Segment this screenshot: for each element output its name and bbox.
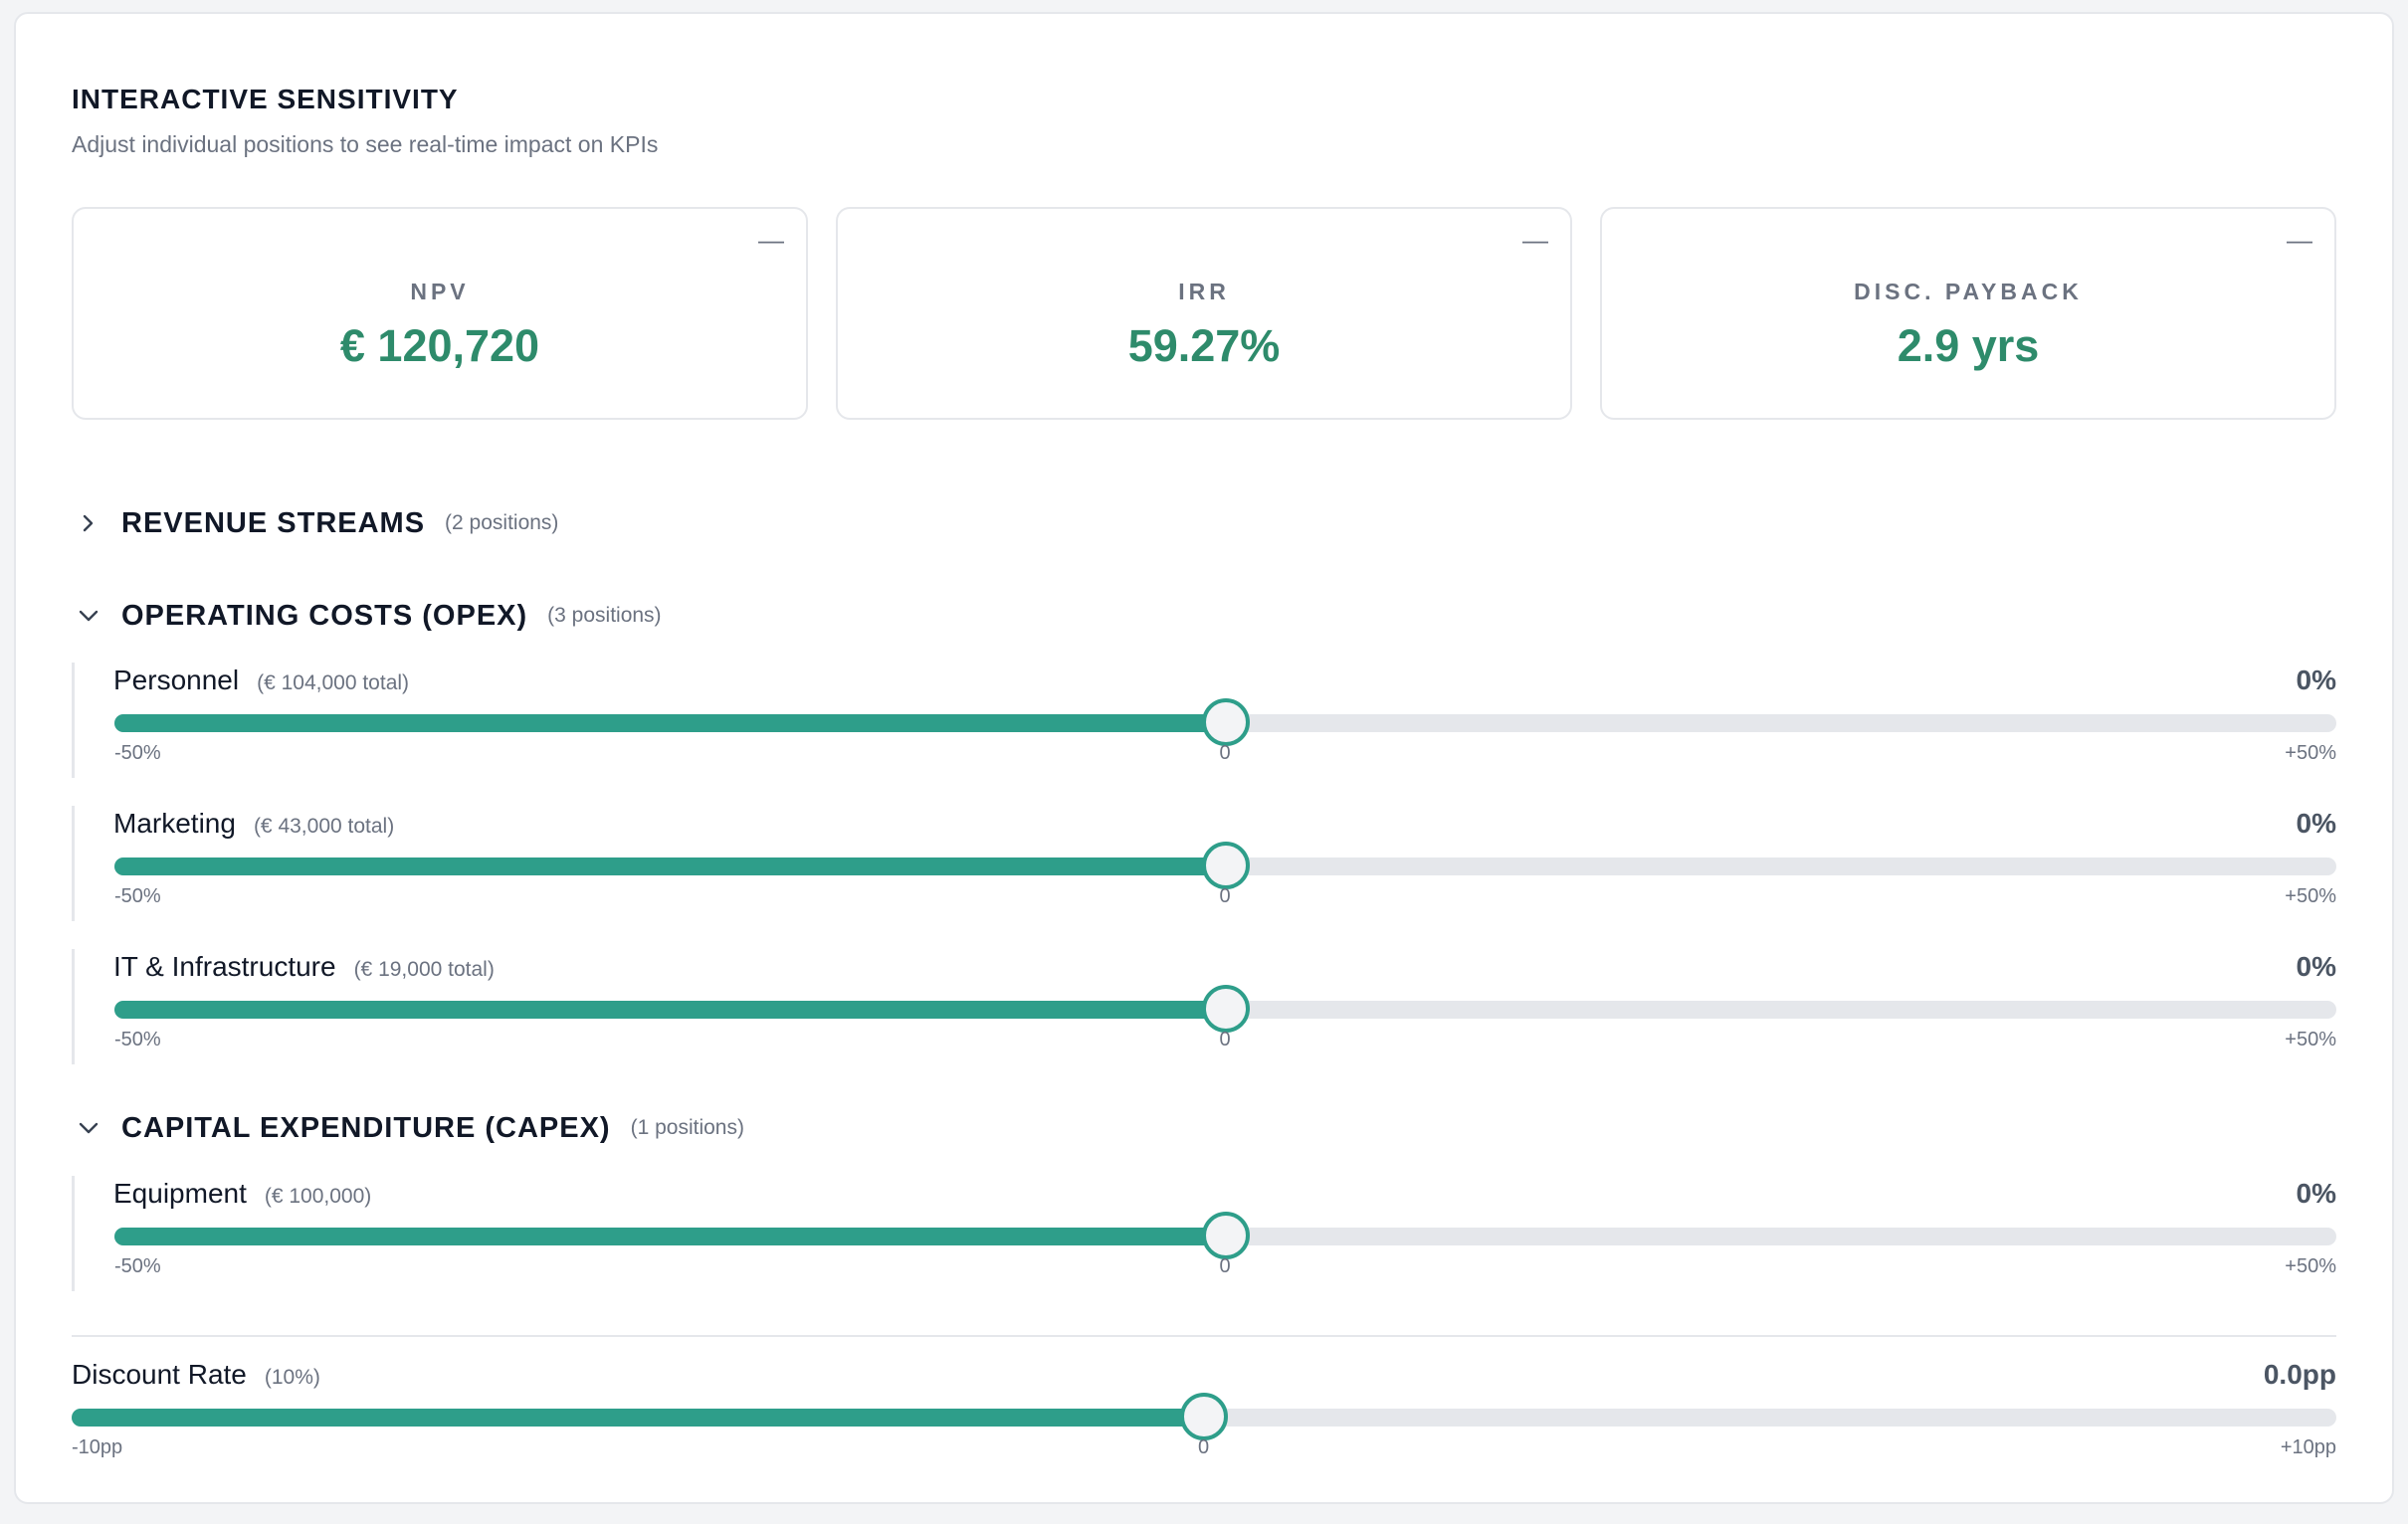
section-count: (3 positions) bbox=[547, 604, 662, 627]
slider-max-label: +50% bbox=[2285, 1029, 2336, 1050]
position-name: Marketing bbox=[113, 808, 236, 839]
chevron-down-icon bbox=[72, 596, 111, 636]
chevron-down-icon bbox=[72, 1108, 111, 1148]
kpi-card-payback: — DISC. PAYBACK 2.9 yrs bbox=[1600, 207, 2336, 420]
position-label: Personnel (€ 104,000 total) bbox=[113, 665, 409, 696]
sensitivity-panel: INTERACTIVE SENSITIVITY Adjust individua… bbox=[14, 12, 2394, 1504]
personnel-slider-track[interactable] bbox=[114, 698, 2336, 746]
slider-fill bbox=[114, 714, 1226, 732]
slider-mid-label: 0 bbox=[1219, 1255, 1231, 1277]
slider-mid-label: 0 bbox=[1198, 1436, 1210, 1458]
position-marketing: Marketing (€ 43,000 total) 0% -50% 0 +50% bbox=[72, 806, 2336, 921]
kpi-value: 2.9 yrs bbox=[1897, 320, 2040, 371]
position-total: (€ 100,000) bbox=[264, 1185, 372, 1208]
slider-thumb[interactable] bbox=[1201, 1212, 1250, 1259]
discount-rate-control: Discount Rate (10%) 0.0pp -10pp 0 +10pp bbox=[72, 1357, 2336, 1466]
position-value: 0% bbox=[2296, 808, 2336, 839]
position-total: (€ 19,000 total) bbox=[353, 958, 495, 981]
slider-mid-label: 0 bbox=[1219, 885, 1231, 907]
slider-min-label: -10pp bbox=[72, 1436, 123, 1458]
chevron-right-icon bbox=[72, 503, 111, 543]
kpi-label: NPV bbox=[410, 279, 470, 304]
section-opex[interactable]: OPERATING COSTS (OPEX) (3 positions) bbox=[72, 596, 662, 636]
slider-thumb[interactable] bbox=[1201, 842, 1250, 889]
minimize-icon[interactable]: — bbox=[758, 225, 784, 255]
kpi-label: IRR bbox=[1178, 279, 1230, 304]
kpi-row: — NPV € 120,720 — IRR 59.27% — DISC. PAY… bbox=[72, 207, 2336, 420]
position-value: 0% bbox=[2296, 1178, 2336, 1209]
position-label: Equipment (€ 100,000) bbox=[113, 1178, 371, 1210]
position-label: Marketing (€ 43,000 total) bbox=[113, 808, 394, 840]
slider-fill bbox=[114, 857, 1226, 875]
discount-rate-value: 0.0pp bbox=[2263, 1359, 2336, 1390]
slider-thumb[interactable] bbox=[1201, 985, 1250, 1033]
slider-max-label: +10pp bbox=[2280, 1436, 2336, 1458]
slider-min-label: -50% bbox=[114, 1029, 161, 1050]
panel-title: INTERACTIVE SENSITIVITY bbox=[72, 84, 459, 114]
divider bbox=[72, 1335, 2336, 1337]
slider-thumb[interactable] bbox=[1201, 698, 1250, 746]
position-label: IT & Infrastructure (€ 19,000 total) bbox=[113, 951, 495, 983]
discount-rate-base: (10%) bbox=[264, 1366, 320, 1389]
position-it-infrastructure: IT & Infrastructure (€ 19,000 total) 0% -… bbox=[72, 949, 2336, 1064]
discount-rate-name: Discount Rate bbox=[72, 1359, 247, 1390]
position-name: Personnel bbox=[113, 665, 240, 695]
position-total: (€ 104,000 total) bbox=[257, 671, 410, 694]
slider-fill bbox=[114, 1228, 1226, 1245]
panel-content: INTERACTIVE SENSITIVITY Adjust individua… bbox=[72, 14, 2336, 1502]
minimize-icon[interactable]: — bbox=[1522, 225, 1548, 255]
kpi-card-irr: — IRR 59.27% bbox=[836, 207, 1572, 420]
slider-min-label: -50% bbox=[114, 1255, 161, 1277]
slider-max-label: +50% bbox=[2285, 1255, 2336, 1277]
section-capex[interactable]: CAPITAL EXPENDITURE (CAPEX) (1 positions… bbox=[72, 1108, 744, 1148]
kpi-card-npv: — NPV € 120,720 bbox=[72, 207, 808, 420]
discount-rate-label: Discount Rate (10%) bbox=[72, 1359, 320, 1391]
it-infrastructure-slider-track[interactable] bbox=[114, 985, 2336, 1033]
section-title: OPERATING COSTS (OPEX) bbox=[121, 599, 528, 632]
section-title: REVENUE STREAMS bbox=[121, 506, 426, 539]
slider-min-label: -50% bbox=[114, 885, 161, 907]
slider-max-label: +50% bbox=[2285, 742, 2336, 764]
kpi-label: DISC. PAYBACK bbox=[1854, 279, 2083, 304]
slider-mid-label: 0 bbox=[1219, 1029, 1231, 1050]
panel-subtitle: Adjust individual positions to see real-… bbox=[72, 131, 659, 157]
minimize-icon[interactable]: — bbox=[2287, 225, 2312, 255]
position-value: 0% bbox=[2296, 951, 2336, 982]
position-name: IT & Infrastructure bbox=[113, 951, 336, 982]
slider-fill bbox=[72, 1409, 1204, 1427]
discount-rate-slider-track[interactable] bbox=[72, 1393, 2336, 1440]
slider-max-label: +50% bbox=[2285, 885, 2336, 907]
slider-mid-label: 0 bbox=[1219, 742, 1231, 764]
slider-fill bbox=[114, 1001, 1226, 1019]
position-value: 0% bbox=[2296, 665, 2336, 695]
section-count: (1 positions) bbox=[630, 1116, 744, 1139]
position-equipment: Equipment (€ 100,000) 0% -50% 0 +50% bbox=[72, 1176, 2336, 1291]
slider-min-label: -50% bbox=[114, 742, 161, 764]
marketing-slider-track[interactable] bbox=[114, 842, 2336, 889]
section-revenue-streams[interactable]: REVENUE STREAMS (2 positions) bbox=[72, 503, 558, 543]
position-name: Equipment bbox=[113, 1178, 247, 1209]
position-total: (€ 43,000 total) bbox=[253, 815, 395, 838]
slider-thumb[interactable] bbox=[1180, 1393, 1228, 1440]
section-title: CAPITAL EXPENDITURE (CAPEX) bbox=[121, 1111, 611, 1144]
position-personnel: Personnel (€ 104,000 total) 0% -50% 0 +50… bbox=[72, 663, 2336, 778]
section-count: (2 positions) bbox=[445, 511, 559, 534]
kpi-value: 59.27% bbox=[1127, 320, 1281, 371]
equipment-slider-track[interactable] bbox=[114, 1212, 2336, 1259]
kpi-value: € 120,720 bbox=[339, 320, 540, 371]
